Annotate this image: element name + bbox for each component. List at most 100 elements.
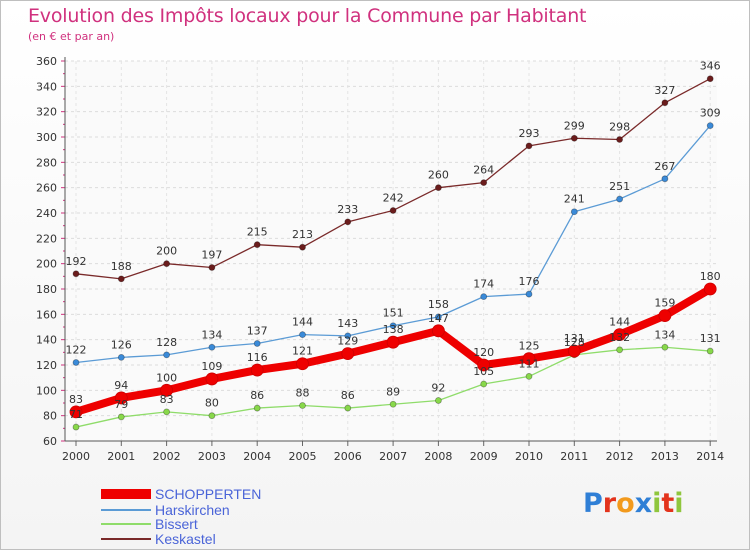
chart-title: Evolution des Impôts locaux pour la Comm… <box>28 5 587 27</box>
legend-item-schopperten: SCHOPPERTEN <box>101 486 261 502</box>
data-label: 327 <box>654 84 675 97</box>
logo-letter: i <box>674 488 684 519</box>
y-tick-label: 200 <box>36 258 57 271</box>
data-point <box>434 184 442 192</box>
data-point <box>69 405 83 419</box>
data-point <box>344 218 352 226</box>
x-tick-label: 2012 <box>606 450 634 463</box>
data-point <box>117 413 125 421</box>
plot-area <box>65 61 717 441</box>
data-label: 267 <box>654 160 675 173</box>
data-point <box>163 351 171 359</box>
data-label: 94 <box>114 379 128 392</box>
data-label: 264 <box>473 164 494 177</box>
data-point <box>661 175 669 183</box>
legend-swatch <box>101 509 151 511</box>
data-label: 151 <box>383 307 404 320</box>
data-point <box>616 195 623 203</box>
data-label: 122 <box>66 343 87 356</box>
logo-letter: r <box>602 488 617 519</box>
data-point <box>296 357 309 371</box>
logo-letter: t <box>661 488 675 519</box>
x-tick-label: 2010 <box>515 450 543 463</box>
data-label: 192 <box>66 255 87 268</box>
data-label: 88 <box>296 387 310 400</box>
data-label: 346 <box>700 60 721 73</box>
data-point <box>480 179 488 187</box>
data-point <box>522 352 536 366</box>
data-point <box>253 241 261 249</box>
data-label: 298 <box>609 121 630 134</box>
y-tick-label: 100 <box>36 384 57 397</box>
data-label: 83 <box>69 393 83 406</box>
data-point <box>344 332 352 340</box>
data-label: 144 <box>609 316 630 329</box>
data-label: 111 <box>519 357 540 370</box>
logo-letter: i <box>652 488 662 519</box>
data-point <box>253 340 261 347</box>
data-point <box>389 322 397 330</box>
data-label: 260 <box>428 169 449 182</box>
data-label: 126 <box>111 338 132 351</box>
data-label: 132 <box>609 331 630 344</box>
data-point <box>525 142 533 150</box>
data-label: 197 <box>201 248 222 261</box>
x-tick-label: 2006 <box>334 450 362 463</box>
y-tick-label: 360 <box>36 55 57 68</box>
data-label: 131 <box>700 332 721 345</box>
legend-label: Keskastel <box>155 531 216 547</box>
legend-item-keskastel: Keskastel <box>101 531 216 547</box>
data-label: 159 <box>654 297 675 310</box>
data-point <box>163 408 171 416</box>
y-tick-label: 60 <box>43 435 57 448</box>
data-label: 299 <box>564 119 585 132</box>
logo-letter: x <box>634 488 653 519</box>
data-point <box>570 208 578 216</box>
x-tick-label: 2008 <box>424 450 452 463</box>
data-label: 200 <box>156 245 177 258</box>
data-label: 89 <box>386 385 400 398</box>
data-point <box>661 99 669 107</box>
legend-item-harskirchen: Harskirchen <box>101 502 230 518</box>
data-point <box>616 136 623 143</box>
legend-label: Bissert <box>155 516 198 532</box>
data-point <box>658 309 672 323</box>
data-label: 241 <box>564 193 585 206</box>
data-label: 233 <box>337 203 358 216</box>
data-point <box>160 383 174 397</box>
y-tick-label: 300 <box>36 131 57 144</box>
data-label: 143 <box>337 317 358 330</box>
x-tick-label: 2014 <box>696 450 724 463</box>
data-label: 125 <box>519 340 540 353</box>
data-point <box>661 343 669 351</box>
data-point <box>72 359 80 366</box>
data-label: 174 <box>473 278 494 291</box>
data-point <box>299 331 306 339</box>
data-point <box>344 404 352 412</box>
x-tick-label: 2011 <box>560 450 588 463</box>
data-point <box>477 358 491 372</box>
x-tick-label: 2004 <box>243 450 271 463</box>
data-point <box>208 343 216 351</box>
data-point <box>114 391 128 405</box>
data-label: 180 <box>700 270 721 283</box>
y-tick-label: 180 <box>36 283 57 296</box>
data-point <box>72 270 80 278</box>
data-label: 120 <box>473 346 494 359</box>
data-point <box>389 400 397 408</box>
data-label: 100 <box>156 371 177 384</box>
x-tick-label: 2005 <box>289 450 317 463</box>
y-tick-label: 220 <box>36 232 57 245</box>
y-tick-label: 240 <box>36 207 57 220</box>
data-label: 158 <box>428 298 449 311</box>
data-point <box>117 353 125 361</box>
data-label: 309 <box>700 107 721 120</box>
data-label: 144 <box>292 316 313 329</box>
data-label: 134 <box>654 328 675 341</box>
legend-swatch <box>101 489 151 499</box>
data-label: 147 <box>428 312 449 325</box>
data-point <box>389 207 397 214</box>
y-tick-label: 140 <box>36 334 57 347</box>
